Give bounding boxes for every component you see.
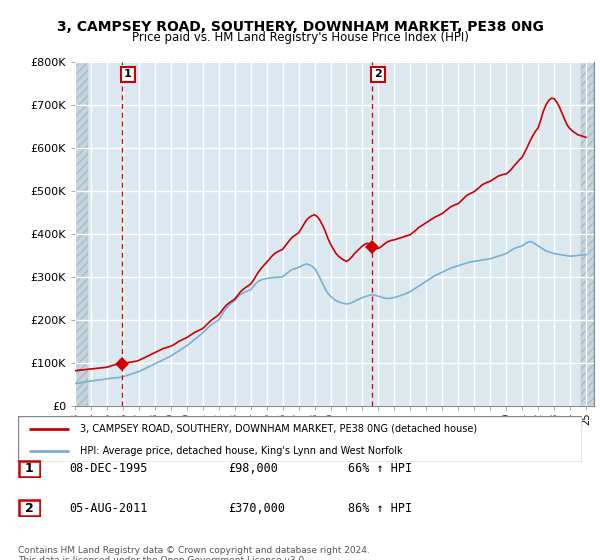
Text: 3, CAMPSEY ROAD, SOUTHERY, DOWNHAM MARKET, PE38 0NG: 3, CAMPSEY ROAD, SOUTHERY, DOWNHAM MARKE… xyxy=(56,20,544,34)
Text: HPI: Average price, detached house, King's Lynn and West Norfolk: HPI: Average price, detached house, King… xyxy=(80,446,403,455)
Text: 2: 2 xyxy=(374,69,382,80)
Text: £370,000: £370,000 xyxy=(228,502,285,515)
Text: 08-DEC-1995: 08-DEC-1995 xyxy=(69,463,148,475)
Text: 2: 2 xyxy=(25,502,34,515)
Text: 1: 1 xyxy=(25,463,34,475)
Text: £98,000: £98,000 xyxy=(228,463,278,475)
Text: 3, CAMPSEY ROAD, SOUTHERY, DOWNHAM MARKET, PE38 0NG (detached house): 3, CAMPSEY ROAD, SOUTHERY, DOWNHAM MARKE… xyxy=(80,424,477,434)
Text: 05-AUG-2011: 05-AUG-2011 xyxy=(69,502,148,515)
Text: 86% ↑ HPI: 86% ↑ HPI xyxy=(348,502,412,515)
Text: Contains HM Land Registry data © Crown copyright and database right 2024.
This d: Contains HM Land Registry data © Crown c… xyxy=(18,546,370,560)
Text: 1: 1 xyxy=(124,69,132,80)
Text: Price paid vs. HM Land Registry's House Price Index (HPI): Price paid vs. HM Land Registry's House … xyxy=(131,31,469,44)
Text: 66% ↑ HPI: 66% ↑ HPI xyxy=(348,463,412,475)
